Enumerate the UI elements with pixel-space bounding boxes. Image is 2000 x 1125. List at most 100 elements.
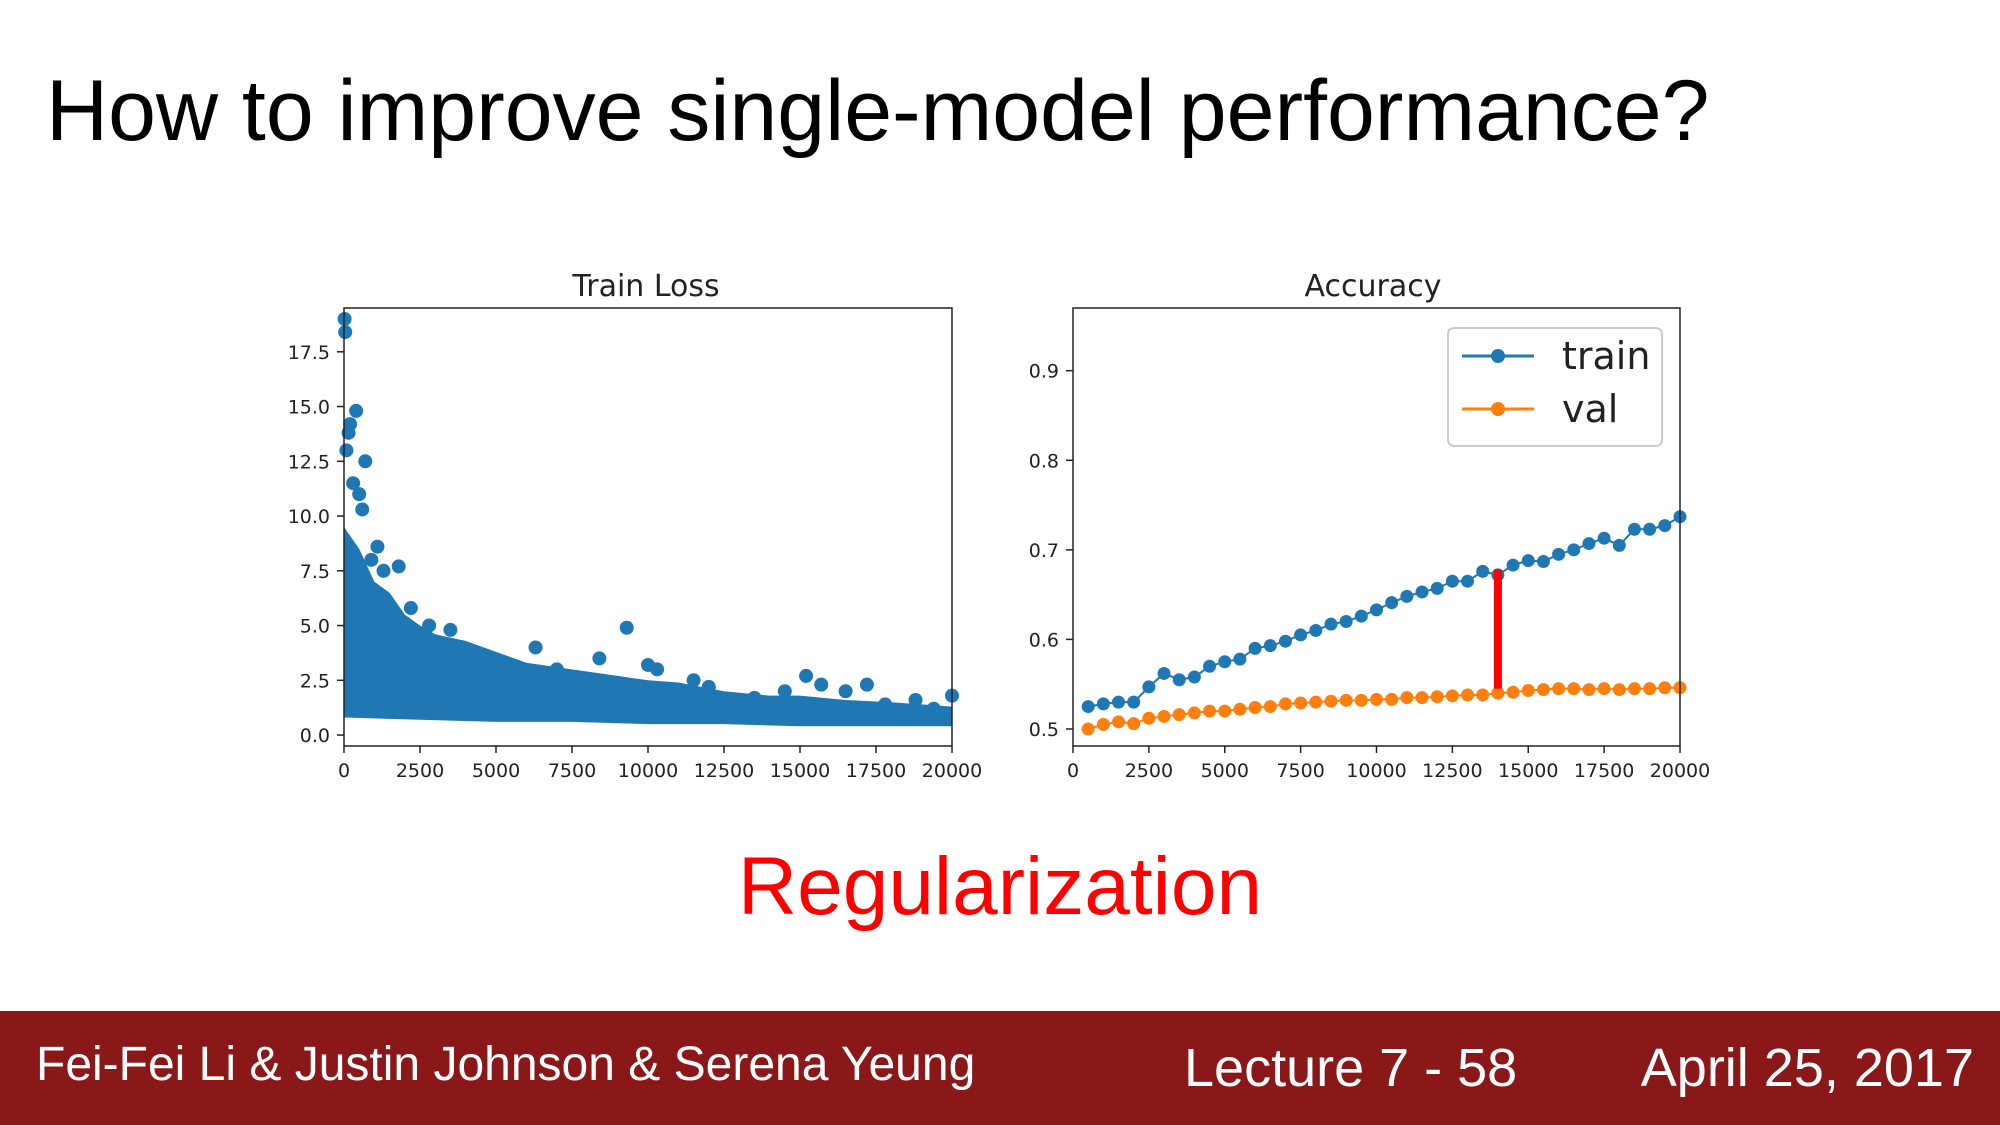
train-point [1643, 522, 1657, 536]
val-point [1324, 694, 1338, 708]
loss-point [391, 559, 406, 574]
loss-point [592, 651, 607, 666]
val-point [1370, 692, 1383, 706]
accuracy-chart: Accuracy 0 2500 5000 7500 10000 12500 15000 175… [1029, 269, 1710, 782]
val-point [1461, 688, 1475, 702]
x-tick-label: 17500 [846, 760, 906, 782]
train-point [1567, 543, 1581, 557]
val-point [1218, 704, 1232, 718]
train-point [1233, 652, 1247, 666]
x-tick-label: 20000 [922, 760, 982, 782]
val-point [1263, 700, 1277, 714]
train-point [1339, 614, 1353, 628]
loss-point [528, 640, 543, 655]
val-line [1087, 686, 1680, 730]
train-point [1506, 558, 1520, 572]
loss-point [346, 476, 361, 491]
val-point [1354, 693, 1368, 707]
train-point [1400, 589, 1414, 603]
loss-point-cloud [344, 527, 952, 727]
val-point [1294, 696, 1308, 710]
loss-point [619, 620, 634, 635]
val-point [1278, 697, 1292, 711]
val-point [1506, 685, 1520, 699]
loss-point [343, 417, 358, 432]
y-tick-label: 0.8 [1029, 450, 1059, 472]
slide-subtitle: Regularization [737, 841, 1263, 932]
train-point [1582, 537, 1596, 551]
x-tick-label: 10000 [1346, 760, 1406, 782]
train-point [1112, 695, 1126, 709]
y-tick-label: 7.5 [300, 561, 330, 583]
val-point [1127, 717, 1141, 731]
val-point [1445, 689, 1459, 703]
loss-point [403, 601, 418, 616]
val-point [1187, 706, 1201, 720]
train-point [1187, 670, 1201, 684]
train-point [1476, 564, 1490, 578]
loss-point [549, 662, 564, 677]
footer-bar: Fei-Fei Li & Justin Johnson & Serena Yeu… [0, 1011, 2000, 1125]
val-point [1248, 700, 1262, 714]
y-tick-label: 0.6 [1029, 629, 1059, 651]
val-point [1233, 702, 1247, 716]
train-point [1263, 639, 1277, 653]
loss-point [443, 622, 458, 637]
footer-date: April 25, 2017 [1640, 1038, 1974, 1098]
loss-point [352, 487, 367, 502]
legend: train val [1447, 327, 1663, 447]
train-point [1536, 554, 1550, 568]
y-tick-label: 5.0 [300, 616, 330, 638]
train-point [1521, 554, 1535, 568]
train-point [1218, 655, 1232, 669]
loss-point [878, 697, 893, 712]
loss-point [338, 325, 353, 340]
legend-val-swatch-marker [1491, 402, 1505, 416]
train-point [1461, 574, 1475, 588]
loss-point [799, 668, 814, 683]
train-point [1294, 628, 1308, 642]
train-point [1324, 617, 1338, 631]
val-point [1172, 708, 1186, 722]
x-tick-label: 7500 [1276, 760, 1324, 782]
loss-point [908, 693, 923, 708]
val-point [1309, 695, 1323, 709]
val-point [1415, 691, 1429, 705]
x-tick-label: 5000 [1201, 760, 1249, 782]
loss-point [859, 677, 874, 692]
val-point [1203, 704, 1217, 718]
y-tick-label: 0.7 [1029, 540, 1059, 562]
x-tick-label: 0 [338, 760, 350, 782]
loss-point [364, 552, 379, 567]
val-point [1552, 682, 1566, 696]
y-tick-label: 17.5 [288, 342, 330, 364]
val-point [1536, 683, 1550, 697]
loss-point [349, 403, 364, 418]
x-tick-label: 0 [1067, 760, 1079, 782]
val-point [1643, 682, 1657, 696]
x-tick-label: 17500 [1574, 760, 1634, 782]
val-point [1081, 722, 1095, 736]
x-tick-label: 12500 [1422, 760, 1482, 782]
train-point [1597, 531, 1611, 545]
x-tick-label: 12500 [694, 760, 754, 782]
loss-point [422, 618, 437, 633]
x-tick-label: 2500 [1125, 760, 1173, 782]
train-point [1248, 641, 1262, 655]
train-point [1278, 634, 1292, 648]
val-point [1582, 683, 1596, 697]
y-tick-label: 0.9 [1029, 361, 1059, 383]
train-point [1309, 623, 1323, 637]
train-point [1203, 659, 1217, 673]
plot-frame [1072, 307, 1681, 747]
train-point [1142, 680, 1156, 694]
loss-point [489, 655, 503, 670]
train-point [1081, 700, 1095, 714]
train-point [1385, 596, 1399, 610]
loss-point [458, 649, 473, 664]
train-point [1430, 581, 1444, 595]
loss-point [926, 701, 941, 716]
legend-val-label: val [1562, 387, 1618, 431]
legend-train-swatch-marker [1491, 349, 1505, 363]
val-point [1339, 693, 1353, 707]
